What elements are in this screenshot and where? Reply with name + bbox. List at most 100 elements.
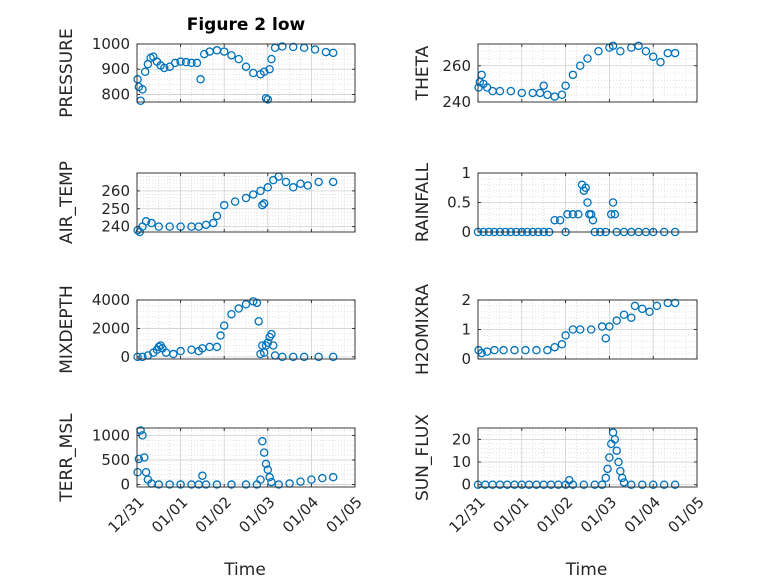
panel-6-data-point bbox=[133, 467, 142, 477]
panel-3-data-point bbox=[608, 198, 618, 207]
panel-6-data-point bbox=[296, 477, 305, 486]
panel-3-data-point bbox=[574, 210, 583, 219]
panel-4-data-point bbox=[268, 341, 278, 350]
panel-5-data-point bbox=[510, 345, 519, 355]
panel-1-data-point bbox=[575, 61, 585, 71]
panel-3-y-axis-label: RAINFALL bbox=[413, 162, 433, 242]
panel-7-data-point bbox=[605, 453, 614, 462]
panel-6-x-tick-label: 01/02 bbox=[192, 493, 235, 536]
panel-4-axes-box bbox=[136, 299, 356, 360]
panel-3-data-point bbox=[568, 210, 578, 219]
panel-7-data-point bbox=[627, 480, 636, 489]
panel-2-data-point bbox=[249, 190, 258, 199]
panel-7-x-tick-label: 01/01 bbox=[489, 493, 532, 536]
panel-3-data-point bbox=[610, 210, 620, 219]
panel-0-y-tick-label: 800 bbox=[101, 85, 130, 103]
panel-2-data-point bbox=[165, 222, 174, 231]
panel-4-data-point bbox=[176, 346, 185, 356]
panel-6-y-tick-label: 0 bbox=[120, 476, 130, 494]
panel-5-data-point bbox=[575, 325, 585, 334]
panel-4-data-point bbox=[241, 300, 251, 309]
panel-7-x-tick-label: 01/05 bbox=[665, 493, 708, 536]
panel-3-y-tick-label: 0 bbox=[461, 223, 471, 241]
panel-1-data-point bbox=[495, 86, 505, 96]
panel-6-data-point bbox=[212, 480, 222, 489]
panel-5-data-point bbox=[521, 345, 530, 355]
panel-1-data-point bbox=[568, 70, 578, 80]
panel-7-x-tick-label: 01/02 bbox=[533, 493, 576, 536]
panel-0: 800 900 1000 PRESSURE bbox=[57, 28, 356, 118]
panel-2-data-point bbox=[303, 181, 313, 190]
panel-7-axes-box bbox=[477, 427, 698, 488]
panel-1-data-point bbox=[506, 86, 516, 96]
panel-7: 0 10 20 12/31 01/01 01/02 01/03 01/04 01/05 SUN_F… bbox=[413, 414, 708, 580]
panel-0-data-point bbox=[265, 64, 274, 74]
panel-2-data-point bbox=[219, 200, 229, 210]
panel-4-data-point bbox=[212, 342, 222, 352]
panel-2-data-point bbox=[209, 218, 218, 228]
panel-3-data-point bbox=[583, 198, 592, 207]
panel-2-data-point bbox=[147, 218, 156, 228]
panel-0-data-point bbox=[181, 57, 191, 67]
panel-4-y-tick-label: 4000 bbox=[92, 291, 130, 309]
panel-2-data-point bbox=[230, 197, 240, 206]
panel-1-y-axis-label: THETA bbox=[413, 45, 433, 101]
panel-7-x-axis-label: Time bbox=[565, 560, 608, 580]
panel-6-x-tick-label: 12/31 bbox=[105, 493, 148, 536]
panel-5: 0 1 2 H2OMIXRA bbox=[413, 284, 698, 375]
panel-0-data-point bbox=[234, 54, 243, 64]
panel-6-x-tick-label: 01/04 bbox=[279, 493, 322, 536]
panel-5-data-point bbox=[499, 345, 508, 355]
panel-0-data-point bbox=[170, 58, 180, 68]
panel-7-data-point bbox=[603, 464, 612, 474]
panel-6-data-point bbox=[261, 459, 271, 469]
panel-2-data-point bbox=[256, 186, 265, 196]
panel-6-data-point bbox=[134, 454, 144, 464]
panel-2-y-tick-label: 250 bbox=[101, 200, 130, 218]
panel-2-data-point bbox=[259, 199, 269, 208]
panel-1-data-point bbox=[648, 52, 658, 61]
panel-5-data-point bbox=[557, 339, 567, 349]
panel-1-data-point bbox=[641, 47, 651, 56]
panel-6-x-tick-label: 01/05 bbox=[323, 493, 366, 536]
panel-0-data-point bbox=[219, 47, 229, 56]
panel-1-data-point bbox=[557, 90, 567, 100]
panel-7-data-point bbox=[610, 435, 620, 444]
panel-4-data-point bbox=[219, 321, 229, 330]
panel-2-data-point bbox=[258, 200, 267, 210]
panel-6-x-tick-label: 01/03 bbox=[235, 493, 278, 536]
panel-0-data-point bbox=[241, 62, 251, 71]
panel-6-data-point bbox=[328, 472, 338, 482]
panel-5-data-point bbox=[670, 298, 680, 308]
panel-4-data-point bbox=[234, 304, 243, 313]
panel-6-data-point bbox=[201, 480, 211, 489]
panel-2-y-axis-label: AIR_TEMP bbox=[57, 161, 77, 244]
panel-3-y-tick-label: 1 bbox=[461, 164, 471, 182]
panel-2-data-point bbox=[281, 177, 291, 187]
panel-5-y-tick-label: 0 bbox=[461, 350, 471, 368]
panel-3-data-point bbox=[606, 210, 616, 219]
panel-6-y-tick-label: 1000 bbox=[92, 426, 130, 444]
panel-2-data-point bbox=[241, 193, 251, 203]
panel-4-y-axis-label: MIXDEPTH bbox=[57, 285, 77, 374]
panel-4-data-point bbox=[216, 331, 225, 340]
panel-4-data-point bbox=[288, 352, 298, 362]
panel-1-axes-box bbox=[477, 43, 698, 103]
panel-3-data-point bbox=[563, 210, 572, 219]
panel-4-plot-area bbox=[137, 300, 355, 359]
panel-6-data-point bbox=[267, 477, 276, 487]
panel-5-data-point bbox=[630, 301, 640, 311]
panel-5-y-tick-label: 2 bbox=[461, 291, 471, 309]
panel-3-data-point bbox=[555, 215, 565, 225]
panel-5-data-point bbox=[627, 313, 636, 322]
panel-7-data-point bbox=[568, 480, 578, 489]
panel-2-data-point bbox=[314, 177, 323, 187]
panel-0-data-point bbox=[328, 48, 338, 58]
panel-4-data-point bbox=[254, 317, 263, 326]
panel-6-data-point bbox=[165, 480, 174, 489]
panel-4-data-point bbox=[227, 309, 236, 319]
panel-0-axes-box bbox=[136, 43, 356, 103]
panel-6-data-point bbox=[227, 480, 236, 489]
panel-1-data-point bbox=[561, 81, 570, 90]
panel-4-y-tick-label: 2000 bbox=[92, 319, 130, 337]
